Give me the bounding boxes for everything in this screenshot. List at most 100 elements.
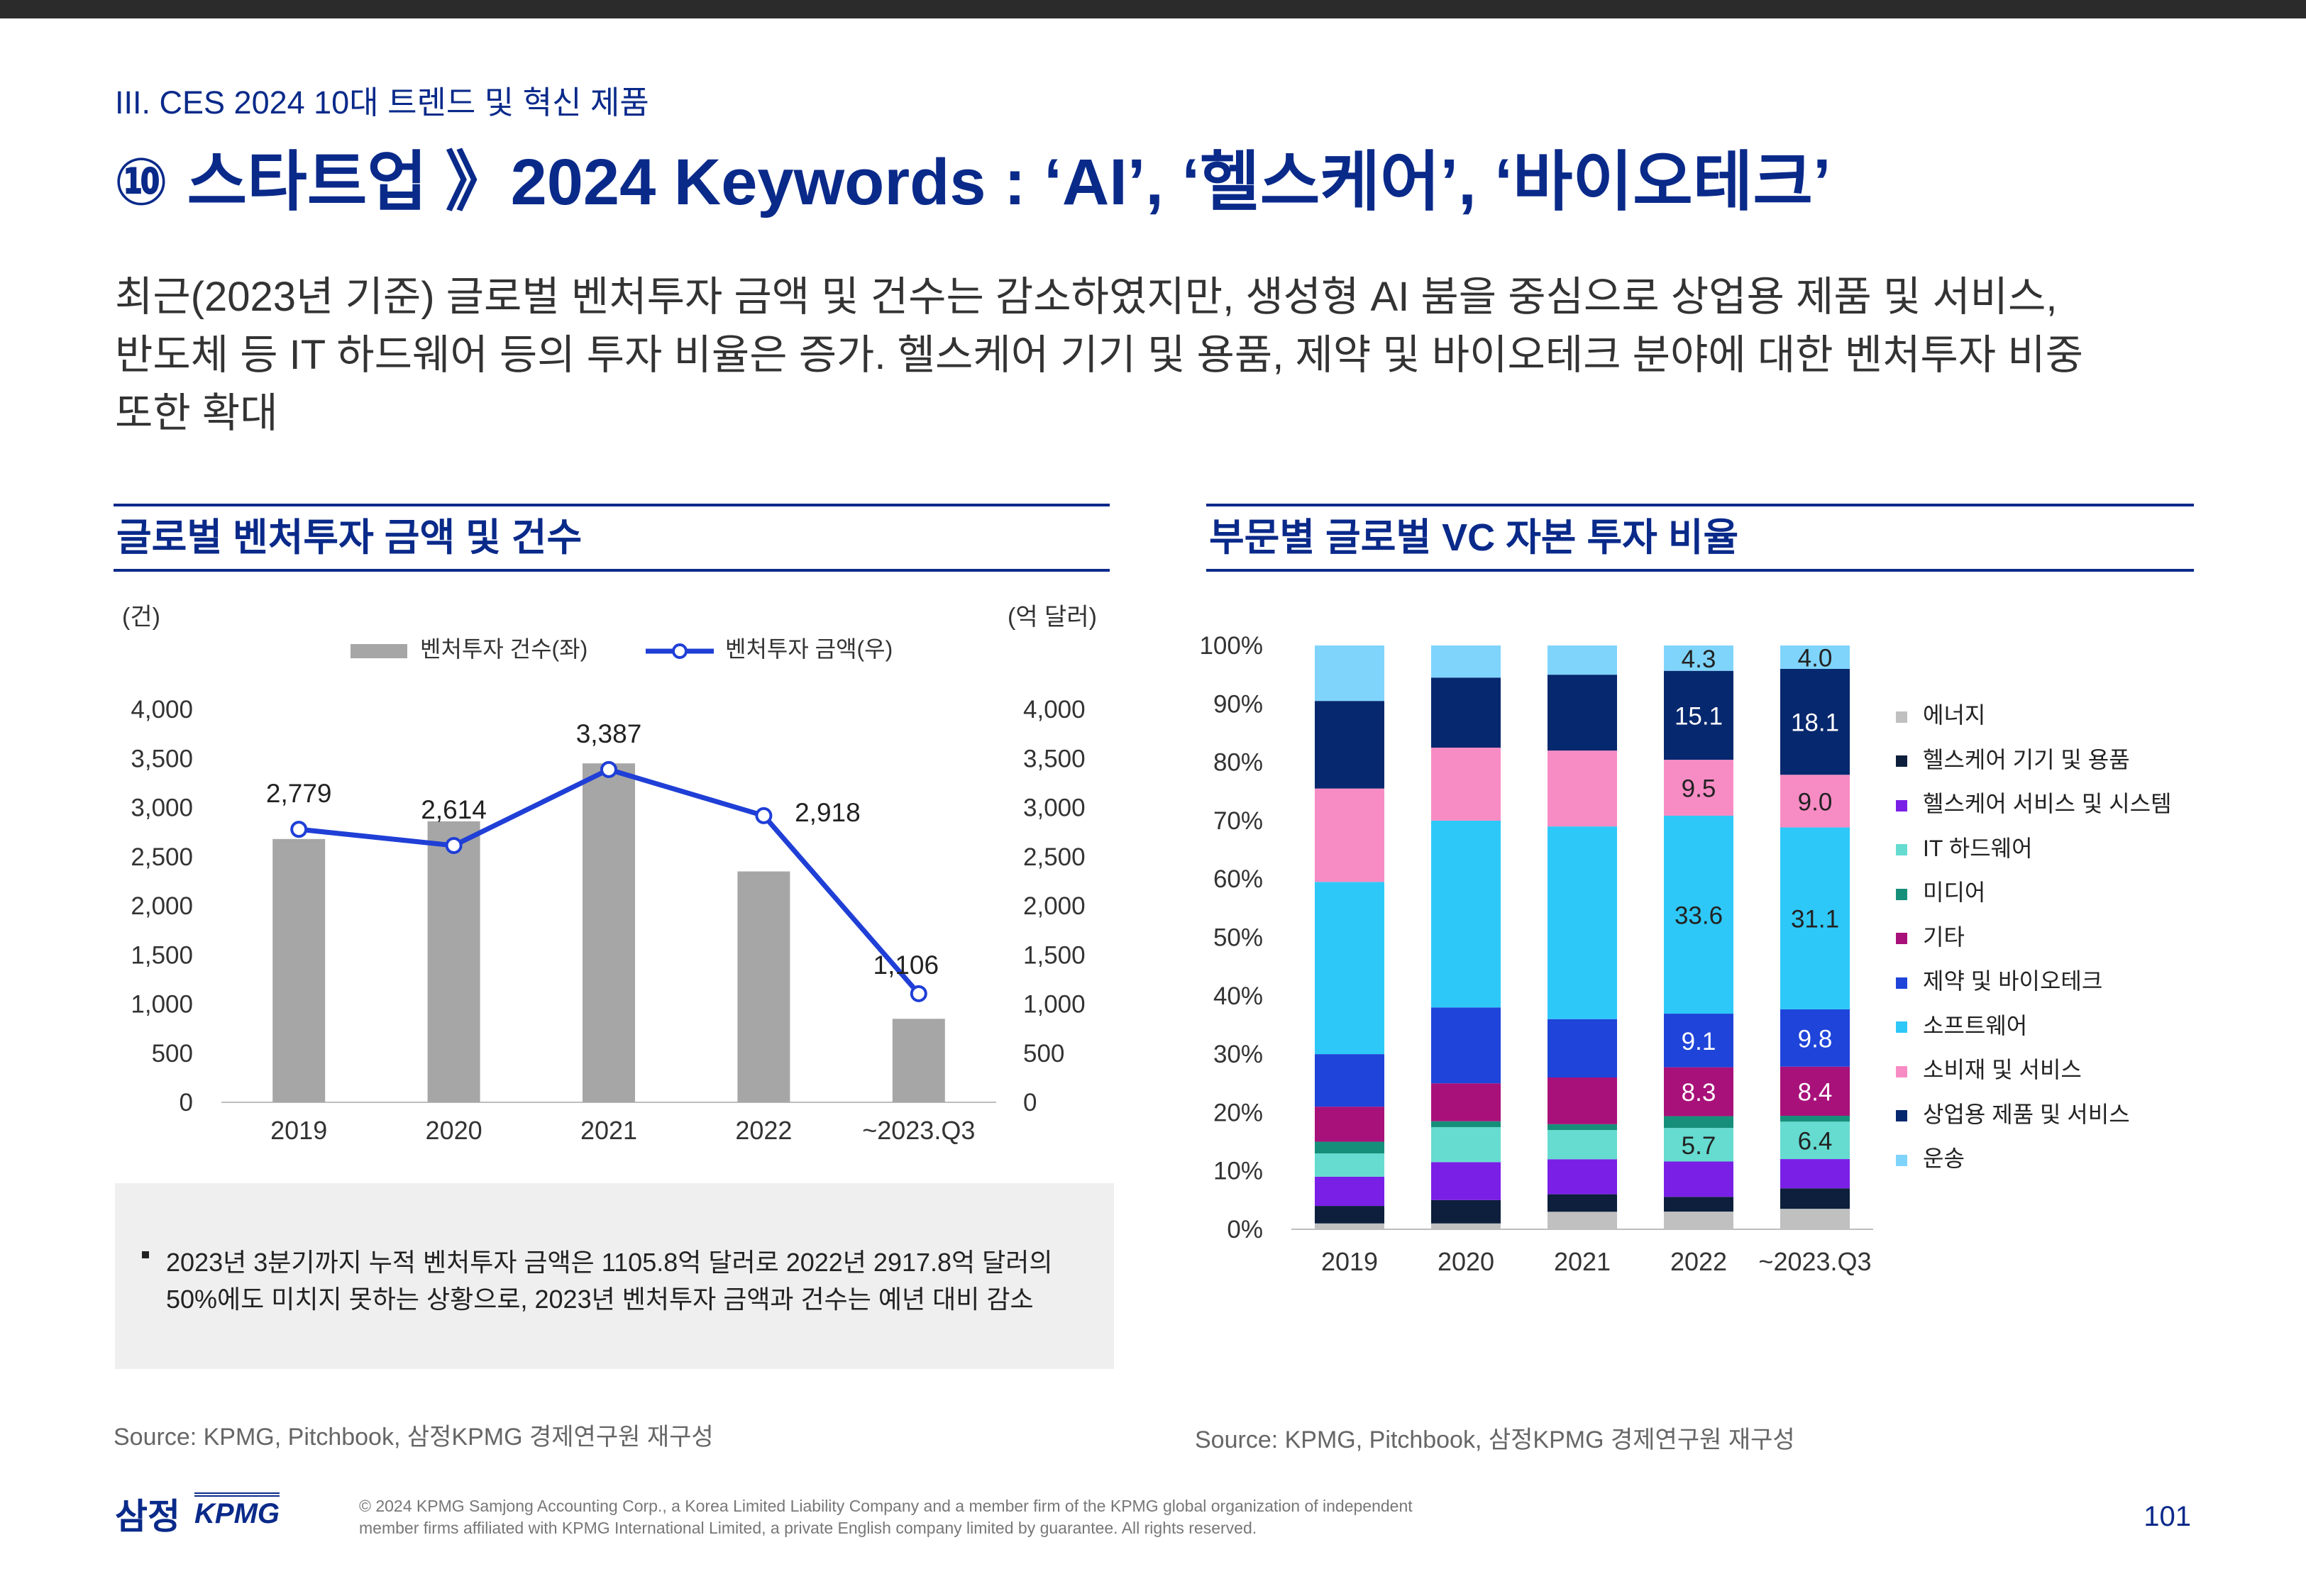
legend-label: 헬스케어 기기 및 용품 <box>1923 746 2130 772</box>
segment-헬스케어 기기 및 용품 <box>1780 1188 1850 1209</box>
legend-item: 헬스케어 서비스 및 시스템 <box>1896 788 2172 833</box>
segment-소비재 및 서비스 <box>1780 775 1850 828</box>
segment-IT 하드웨어 <box>1315 1153 1384 1177</box>
description-line-1: 최근(2023년 기준) 글로벌 벤처투자 금액 및 건수는 감소하였지만, 생… <box>115 274 2058 320</box>
segment-미디어 <box>1780 1116 1850 1122</box>
copyright-line-2: member firms affiliated with KPMG Intern… <box>359 1519 1257 1537</box>
description: 최근(2023년 기준) 글로벌 벤처투자 금액 및 건수는 감소하였지만, 생… <box>115 268 2215 443</box>
legend-item: 제약 및 바이오테크 <box>1896 965 2172 1010</box>
legend-label: 운송 <box>1923 1146 1965 1171</box>
segment-헬스케어 서비스 및 시스템 <box>1780 1159 1850 1189</box>
legend-label: 상업용 제품 및 서비스 <box>1923 1101 2130 1127</box>
segment-소프트웨어 <box>1315 882 1384 1055</box>
segment-헬스케어 서비스 및 시스템 <box>1548 1159 1617 1195</box>
segment-data-label: 4.0 <box>1798 644 1833 672</box>
copyright-line-1: © 2024 KPMG Samjong Accounting Corp., a … <box>359 1497 1413 1515</box>
y-right-tick-label: 0 <box>1023 1089 1037 1116</box>
y-right-tick-label: 2,000 <box>1023 892 1086 920</box>
amount-data-label: 2,614 <box>421 795 487 824</box>
segment-소비재 및 서비스 <box>1664 760 1733 816</box>
legend-label: 미디어 <box>1923 880 1986 905</box>
segment-운송 <box>1548 645 1617 675</box>
segment-data-label: 9.0 <box>1798 788 1833 816</box>
section-label: III. CES 2024 10대 트렌드 및 혁신 제품 <box>115 84 649 121</box>
segment-data-label: 9.1 <box>1682 1028 1716 1055</box>
segment-data-label: 4.3 <box>1682 645 1716 673</box>
segment-IT 하드웨어 <box>1548 1130 1617 1160</box>
segment-에너지 <box>1315 1223 1384 1229</box>
bar-2020 <box>427 821 480 1102</box>
chart2-legend: 에너지 헬스케어 기기 및 용품 헬스케어 서비스 및 시스템 IT 하드웨어 미디어 기… <box>1896 699 2172 1187</box>
y-right-tick-label: 3,500 <box>1023 745 1086 772</box>
segment-상업용 제품 및 서비스 <box>1780 668 1850 775</box>
legend-line-swatch <box>646 643 714 659</box>
y-left-tick-label: 0 <box>180 1089 193 1116</box>
legend-bar-label: 벤처투자 건수(좌) <box>420 636 588 662</box>
legend-item: IT 하드웨어 <box>1896 833 2172 877</box>
segment-data-label: 6.4 <box>1798 1128 1833 1156</box>
segment-에너지 <box>1664 1212 1733 1229</box>
x-tick-label: 2020 <box>426 1116 482 1145</box>
bar-~2023.Q3 <box>892 1019 945 1102</box>
legend-item: 운송 <box>1896 1143 2172 1187</box>
left-panel-title: 글로벌 벤처투자 금액 및 건수 <box>114 504 1110 572</box>
segment-운송 <box>1315 645 1384 702</box>
right-source: Source: KPMG, Pitchbook, 삼정KPMG 경제연구원 재구… <box>1195 1426 1795 1453</box>
legend-swatch <box>1896 977 1907 989</box>
legend-item: 미디어 <box>1896 877 2172 921</box>
segment-소프트웨어 <box>1664 816 1733 1014</box>
segment-data-label: 9.8 <box>1798 1025 1833 1053</box>
legend-swatch <box>1896 933 1907 945</box>
y-left-tick-label: 2,500 <box>131 843 193 871</box>
segment-소비재 및 서비스 <box>1315 788 1384 882</box>
segment-data-label: 31.1 <box>1791 906 1839 933</box>
legend-swatch <box>1896 711 1907 723</box>
segment-운송 <box>1780 645 1850 669</box>
kpmg-logo: 삼정 KPMG <box>115 1488 280 1539</box>
segment-운송 <box>1431 645 1501 678</box>
y-tick-label: 90% <box>1213 690 1263 718</box>
legend-label: 소프트웨어 <box>1923 1012 2028 1038</box>
chart1-legend-line: 벤처투자 금액(우) <box>646 631 893 664</box>
segment-상업용 제품 및 서비스 <box>1431 677 1501 748</box>
segment-에너지 <box>1780 1209 1850 1229</box>
y-tick-label: 30% <box>1213 1041 1263 1068</box>
y-right-tick-label: 2,500 <box>1023 843 1086 871</box>
x-tick-label: 2019 <box>270 1116 327 1145</box>
segment-소프트웨어 <box>1431 820 1501 1008</box>
legend-swatch <box>1896 799 1907 811</box>
legend-swatch <box>1896 1021 1907 1033</box>
y-tick-label: 10% <box>1213 1158 1263 1185</box>
segment-제약 및 바이오테크 <box>1431 1007 1501 1084</box>
x-tick-label: ~2023.Q3 <box>1758 1247 1871 1276</box>
segment-미디어 <box>1664 1116 1733 1129</box>
segment-헬스케어 기기 및 용품 <box>1548 1194 1617 1212</box>
segment-헬스케어 기기 및 용품 <box>1315 1206 1384 1224</box>
left-source: Source: KPMG, Pitchbook, 삼정KPMG 경제연구원 재구… <box>114 1424 714 1451</box>
segment-미디어 <box>1315 1141 1384 1154</box>
segment-미디어 <box>1548 1124 1617 1131</box>
legend-bar-swatch <box>351 643 407 658</box>
x-tick-label: 2021 <box>580 1116 637 1145</box>
segment-기타 <box>1780 1066 1850 1116</box>
left-axis-unit: (건) <box>122 604 160 631</box>
y-left-tick-label: 1,500 <box>131 941 193 969</box>
segment-제약 및 바이오테크 <box>1548 1019 1617 1078</box>
segment-data-label: 15.1 <box>1675 702 1723 730</box>
legend-label: 기타 <box>1923 924 1965 950</box>
x-tick-label: ~2023.Q3 <box>862 1116 975 1145</box>
legend-label: 헬스케어 서비스 및 시스템 <box>1923 791 2172 816</box>
y-tick-label: 80% <box>1213 749 1263 777</box>
bar-2021 <box>583 763 635 1102</box>
legend-swatch <box>1896 844 1907 856</box>
y-left-tick-label: 500 <box>152 1040 193 1068</box>
segment-미디어 <box>1431 1121 1501 1127</box>
segment-기타 <box>1431 1083 1501 1121</box>
segment-제약 및 바이오테크 <box>1315 1054 1384 1107</box>
amount-point-2019 <box>290 821 308 838</box>
legend-item: 상업용 제품 및 서비스 <box>1896 1099 2172 1143</box>
page-title: ⑩ 스타트업 》2024 Keywords : ‘AI’, ‘헬스케어’, ‘바… <box>114 146 1831 218</box>
y-right-tick-label: 1,500 <box>1023 941 1086 969</box>
y-tick-label: 70% <box>1213 807 1263 835</box>
bar-2019 <box>272 838 326 1102</box>
